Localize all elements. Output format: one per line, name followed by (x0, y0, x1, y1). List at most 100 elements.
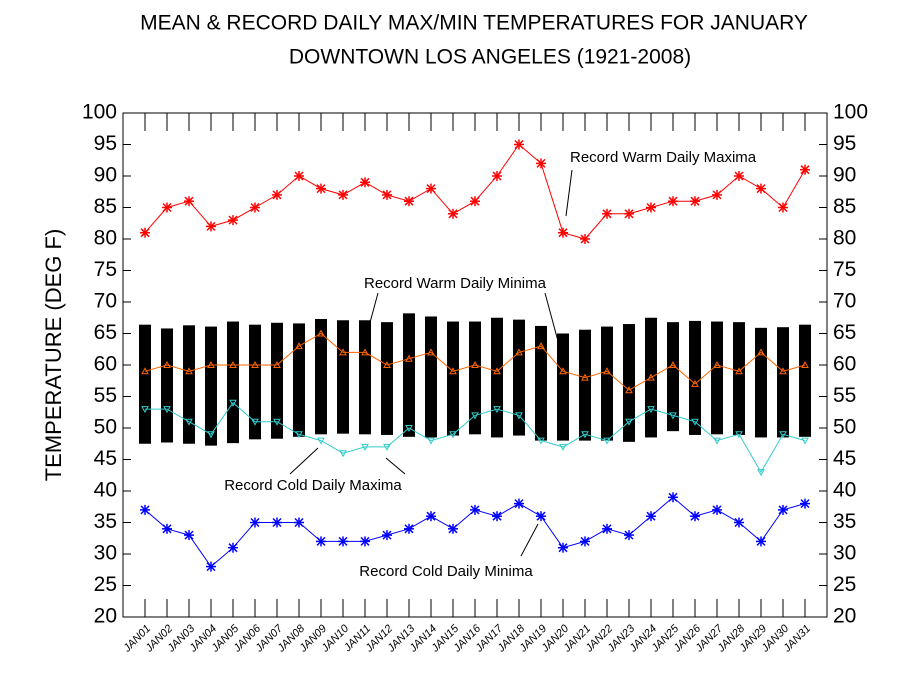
data-point (778, 504, 788, 515)
data-point (470, 196, 480, 207)
data-point (756, 183, 766, 194)
annotation-leader (361, 292, 379, 353)
data-point (558, 542, 568, 553)
range-bar (315, 319, 327, 435)
y-tick-label: 80 (94, 227, 117, 250)
y-tick-label: 25 (94, 573, 117, 596)
series-line (144, 332, 806, 391)
data-point (647, 373, 655, 381)
y-tick-label: 60 (94, 353, 117, 376)
range-bar (161, 328, 173, 443)
data-point (140, 227, 150, 238)
data-point (712, 189, 722, 200)
range-bar (513, 319, 525, 436)
y-tick-label: 20 (94, 605, 117, 628)
data-point (317, 329, 325, 337)
data-point (625, 386, 633, 394)
data-point (360, 177, 370, 188)
annotation: Record Cold Daily Minima (359, 563, 533, 580)
y2-tick-label: 30 (833, 542, 856, 565)
data-point (471, 412, 479, 420)
range-bar (227, 321, 239, 444)
range-bar (799, 324, 811, 437)
y-tick-label: 70 (94, 290, 117, 313)
data-point (603, 437, 611, 445)
y2-tick-label: 40 (833, 479, 856, 502)
y-tick-label: 35 (94, 510, 117, 533)
y2-tick-label: 20 (833, 605, 856, 628)
data-point (668, 492, 678, 503)
data-point (800, 164, 810, 175)
data-point (515, 348, 523, 356)
data-point (559, 443, 567, 451)
range-bar (271, 322, 283, 439)
data-point (493, 367, 501, 375)
data-point (712, 504, 722, 515)
y2-tick-label: 35 (833, 510, 856, 533)
data-point (801, 437, 809, 445)
y-tick-label: 95 (94, 132, 117, 155)
y-tick-label: 65 (94, 321, 117, 344)
data-point (691, 379, 699, 387)
data-point (625, 418, 633, 426)
annotation-leader (544, 292, 566, 368)
data-point (602, 208, 612, 219)
y-tick-label: 90 (94, 164, 117, 187)
y2-tick-label: 95 (833, 132, 856, 155)
data-point (448, 208, 458, 219)
data-point (449, 367, 457, 375)
range-bar (293, 323, 305, 437)
data-point (713, 360, 721, 368)
data-point (228, 215, 238, 226)
data-point (756, 536, 766, 547)
range-bar (381, 322, 393, 435)
data-point (206, 561, 216, 572)
y2-tick-label: 100 (833, 101, 868, 124)
data-point (163, 406, 171, 414)
data-point (580, 234, 590, 244)
data-point (426, 511, 436, 522)
range-bar (579, 329, 591, 441)
data-point (536, 158, 546, 169)
data-point (492, 511, 502, 522)
data-point (757, 348, 765, 356)
data-point (778, 202, 788, 213)
data-point (515, 412, 523, 420)
data-point (250, 202, 260, 213)
data-point (800, 498, 810, 509)
range-bar (249, 324, 261, 440)
data-point (184, 196, 194, 207)
data-point (229, 399, 237, 407)
data-point (427, 348, 435, 356)
data-point (624, 530, 634, 541)
data-point (185, 418, 193, 426)
data-point (690, 196, 700, 207)
chart-title: MEAN & RECORD DAILY MAX/MIN TEMPERATURES… (140, 12, 808, 35)
data-point (360, 536, 370, 547)
y-tick-label: 40 (94, 479, 117, 502)
data-point (581, 431, 589, 439)
data-point (448, 523, 458, 534)
range-bar (205, 326, 217, 446)
data-point (273, 418, 281, 426)
annotation: Record Warm Daily Maxima (570, 149, 757, 166)
data-point (690, 511, 700, 522)
data-point (338, 189, 348, 200)
data-point (713, 437, 721, 445)
data-point (251, 360, 259, 368)
data-point (735, 367, 743, 375)
range-bar (425, 316, 437, 438)
data-point (251, 418, 259, 426)
y2-tick-label: 60 (833, 353, 856, 376)
data-point (801, 360, 809, 368)
data-point (229, 360, 237, 368)
data-point (273, 360, 281, 368)
range-bar (337, 320, 349, 434)
annotation-leader (289, 447, 319, 475)
data-point (382, 189, 392, 200)
range-bar (557, 333, 569, 441)
data-point (405, 425, 413, 433)
y2-tick-label: 50 (833, 416, 856, 439)
data-point (624, 208, 634, 219)
data-point (207, 431, 215, 439)
